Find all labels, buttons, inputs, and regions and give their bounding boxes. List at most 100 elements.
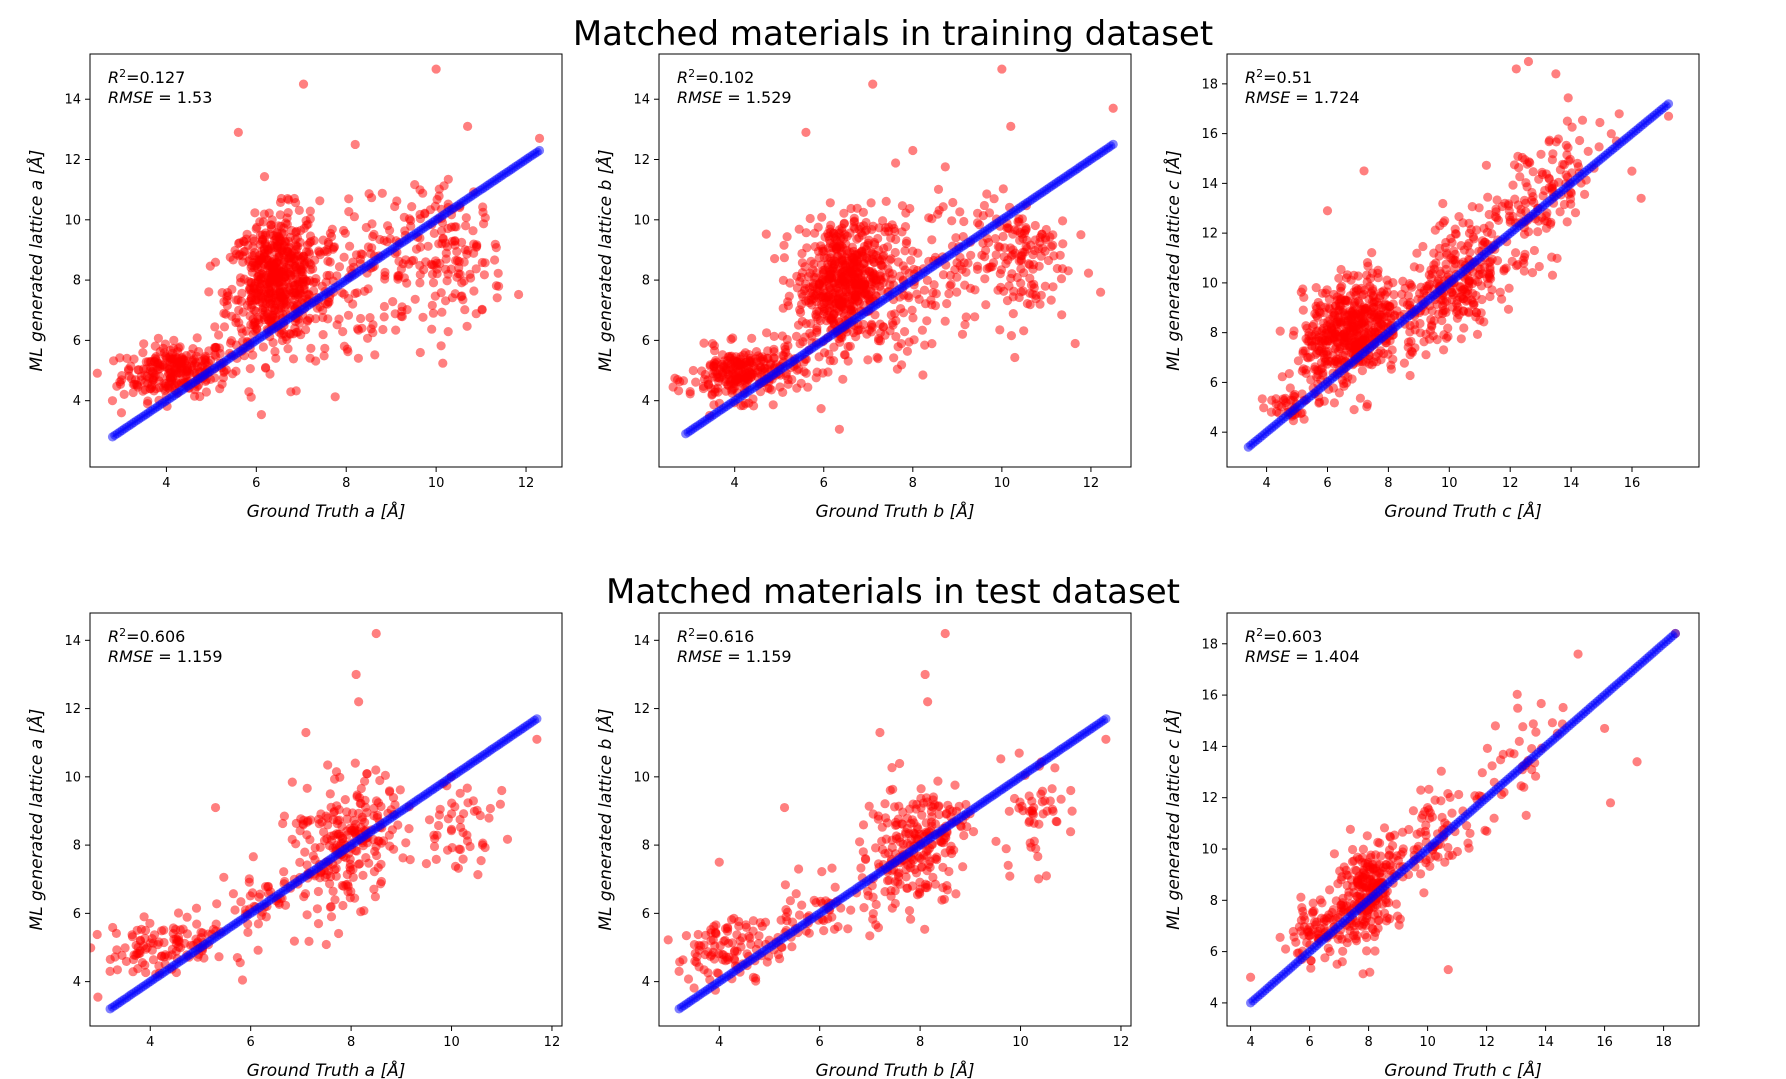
data-point — [302, 830, 312, 840]
data-point — [1450, 224, 1460, 234]
data-point — [301, 220, 312, 230]
data-point — [328, 886, 338, 896]
data-point — [1415, 328, 1425, 338]
data-point — [1540, 185, 1550, 196]
data-point — [356, 313, 366, 324]
data-point — [1398, 276, 1408, 286]
data-point — [1288, 330, 1298, 340]
data-point — [957, 329, 968, 339]
data-point — [812, 325, 822, 335]
data-point — [455, 844, 465, 855]
data-point — [238, 307, 248, 317]
data-point — [1484, 221, 1494, 231]
data-point — [427, 324, 437, 334]
data-point — [907, 881, 918, 891]
data-point — [877, 260, 887, 270]
axes-frame — [658, 53, 1132, 468]
data-point — [491, 281, 501, 291]
data-point — [1015, 235, 1025, 245]
data-point — [204, 287, 214, 297]
data-point — [1055, 250, 1065, 260]
data-point — [744, 931, 754, 941]
data-point — [1334, 273, 1344, 283]
y-tick-label: 12 — [633, 153, 650, 168]
data-point — [866, 287, 876, 297]
data-point — [861, 854, 871, 865]
data-point — [1014, 292, 1024, 303]
data-point — [715, 364, 725, 375]
data-point — [952, 287, 962, 297]
data-point — [1350, 297, 1360, 307]
data-point — [886, 891, 896, 901]
data-point — [880, 813, 891, 823]
data-point — [803, 272, 814, 282]
data-point — [1374, 348, 1384, 358]
data-point — [1421, 350, 1431, 360]
data-point — [1038, 243, 1048, 253]
data-point — [927, 339, 937, 349]
data-point — [182, 370, 192, 380]
y-tick-label: 10 — [1201, 276, 1218, 291]
data-point — [811, 373, 821, 383]
data-point — [920, 883, 931, 893]
data-point — [678, 955, 688, 965]
data-point — [813, 314, 823, 324]
data-point — [261, 362, 271, 373]
data-point — [951, 889, 961, 899]
data-point — [147, 380, 157, 390]
data-point — [1441, 307, 1451, 317]
data-point — [1515, 172, 1525, 182]
data-point — [999, 286, 1009, 296]
data-point — [1014, 217, 1024, 227]
data-point — [891, 831, 902, 841]
data-point — [294, 205, 304, 215]
data-point — [927, 235, 937, 245]
y-tick-label: 12 — [64, 153, 81, 168]
data-point — [1464, 308, 1474, 318]
data-point — [134, 365, 144, 375]
data-point — [890, 898, 900, 909]
data-point — [883, 242, 893, 252]
data-point — [117, 950, 127, 961]
x-tick-label: 4 — [731, 476, 739, 491]
data-point — [922, 316, 932, 326]
data-point — [930, 819, 941, 829]
data-point — [1514, 163, 1524, 173]
data-point — [875, 281, 885, 291]
data-point — [311, 277, 321, 287]
data-point — [1314, 398, 1324, 408]
data-point — [834, 424, 845, 434]
data-point — [808, 289, 818, 299]
data-point — [1424, 270, 1434, 280]
data-point — [751, 976, 761, 986]
data-point — [1459, 245, 1469, 255]
data-point — [674, 386, 684, 396]
data-point — [315, 196, 325, 206]
data-point — [688, 365, 698, 376]
data-point — [1003, 860, 1013, 871]
data-point — [1362, 402, 1372, 412]
data-point — [897, 227, 907, 237]
data-point — [940, 162, 950, 172]
data-point — [915, 829, 925, 840]
data-point — [748, 394, 758, 404]
data-point — [1503, 304, 1514, 314]
data-point — [796, 299, 807, 309]
data-point — [244, 256, 254, 266]
data-point — [827, 863, 837, 873]
data-point — [889, 353, 899, 363]
data-point — [726, 334, 736, 344]
data-point — [132, 925, 142, 935]
data-point — [1527, 268, 1538, 278]
data-point — [1361, 303, 1371, 313]
data-point — [452, 247, 462, 257]
data-point — [124, 364, 134, 374]
data-point — [471, 264, 481, 274]
data-point — [855, 837, 865, 847]
x-tick-label: 12 — [544, 1035, 561, 1050]
data-point — [893, 869, 903, 879]
data-point — [729, 913, 739, 924]
data-point — [775, 382, 785, 392]
data-point — [1028, 250, 1038, 260]
data-point — [955, 207, 965, 217]
